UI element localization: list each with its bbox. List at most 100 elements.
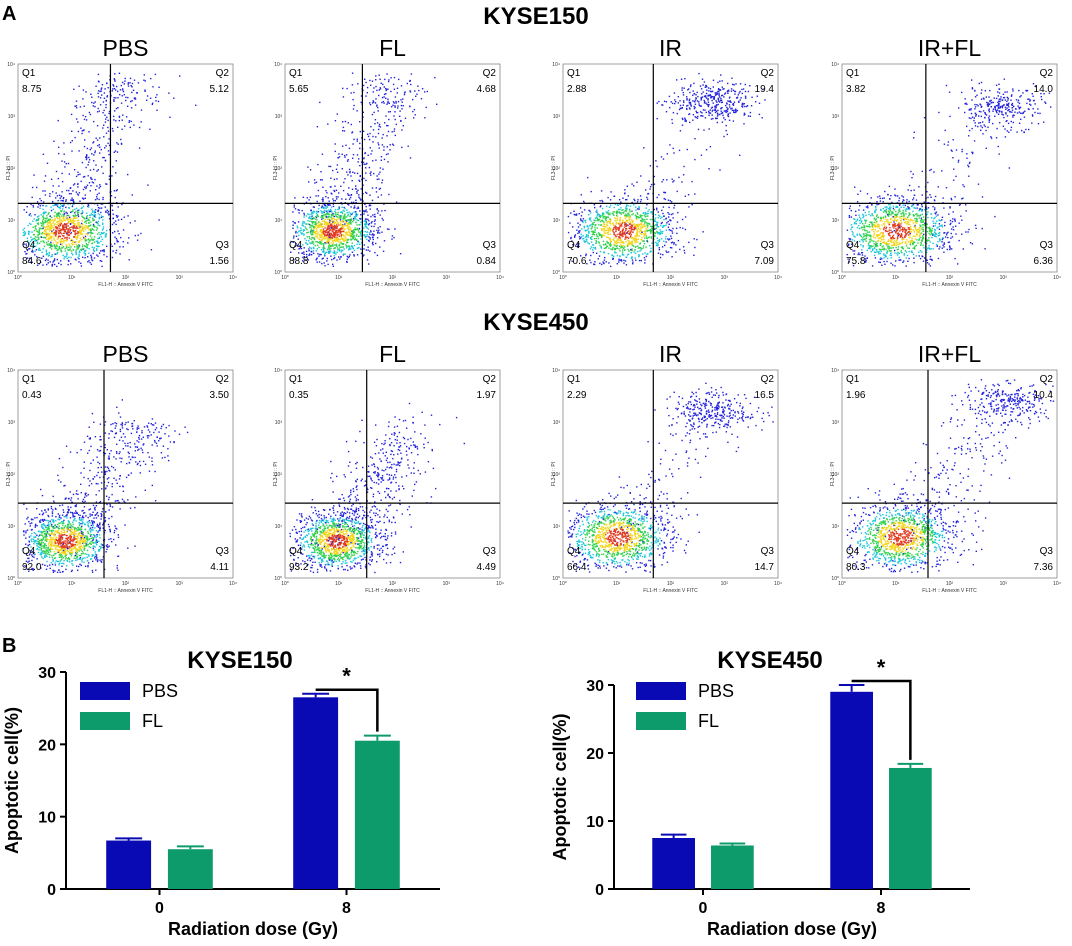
cell-dot [627, 236, 629, 238]
cell-dot [345, 216, 348, 218]
cell-dot [865, 240, 867, 242]
cell-dot [672, 227, 674, 230]
cell-dot [338, 208, 340, 210]
cell-dot [36, 264, 39, 266]
cell-dot [640, 227, 642, 229]
cell-dot [317, 215, 319, 218]
cell-dot [636, 208, 639, 210]
cell-dot [647, 215, 649, 217]
cell-dot [654, 232, 657, 234]
cell-dot [336, 233, 338, 235]
cell-dot [637, 224, 639, 226]
cell-dot [711, 96, 713, 98]
cell-dot [325, 229, 327, 232]
cell-dot [334, 143, 336, 145]
cell-dot [52, 219, 54, 221]
cell-dot [338, 192, 340, 194]
cell-dot [105, 183, 107, 185]
cell-dot [29, 261, 32, 263]
cell-dot [338, 235, 340, 237]
cell-dot [606, 216, 608, 218]
cell-dot [53, 237, 55, 239]
cell-dot [26, 206, 28, 208]
cell-dot [606, 221, 609, 224]
cell-dot [329, 204, 331, 206]
cell-dot [624, 217, 627, 220]
cell-dot [63, 226, 66, 229]
cell-dot [89, 148, 91, 151]
y-tick-label: 10⁰ [552, 270, 560, 276]
cell-dot [102, 232, 104, 234]
cell-dot [1017, 105, 1019, 107]
cell-dot [337, 218, 340, 220]
cell-dot [374, 213, 376, 216]
cell-dot [623, 254, 625, 256]
cell-dot [327, 215, 330, 217]
cell-dot [330, 236, 332, 239]
cell-dot [68, 220, 71, 222]
cell-dot [66, 236, 68, 239]
cell-dot [627, 237, 630, 239]
cell-dot [334, 240, 336, 242]
cell-dot [672, 112, 675, 114]
cell-dot [708, 104, 710, 106]
cell-dot [352, 235, 354, 237]
cell-dot [321, 238, 323, 240]
cell-dot [633, 226, 635, 229]
cell-dot [118, 72, 121, 74]
cell-dot [708, 94, 710, 97]
cell-dot [355, 215, 358, 217]
cell-dot [606, 224, 608, 226]
cell-dot [597, 213, 600, 215]
cell-dot [312, 229, 315, 231]
cell-dot [370, 153, 372, 155]
cell-dot [120, 102, 123, 104]
cell-dot [376, 105, 378, 107]
cell-dot [347, 224, 349, 227]
cell-dot [370, 126, 372, 128]
cell-dot [624, 231, 626, 233]
cell-dot [733, 84, 735, 86]
cell-dot [85, 233, 87, 235]
cell-dot [50, 209, 53, 212]
cell-dot [56, 223, 58, 226]
cell-dot [330, 242, 332, 244]
cell-dot [685, 120, 687, 123]
cell-dot [638, 208, 640, 210]
cell-dot [338, 256, 340, 258]
cell-dot [138, 126, 141, 129]
cell-dot [42, 190, 44, 192]
cell-dot [381, 231, 383, 233]
cell-dot [341, 228, 343, 230]
cell-dot [705, 111, 707, 114]
cell-dot [346, 260, 348, 263]
cell-dot [402, 105, 404, 107]
cell-dot [60, 233, 63, 235]
cell-dot [594, 217, 597, 219]
cell-dot [710, 96, 713, 99]
cell-dot [43, 223, 45, 225]
cell-dot [607, 221, 609, 223]
cell-dot [701, 78, 704, 80]
q4-value: 84.6 [22, 256, 42, 267]
cell-dot [888, 223, 890, 226]
cell-dot [665, 217, 668, 219]
cell-dot [717, 103, 719, 106]
cell-dot [363, 163, 365, 165]
cell-dot [377, 196, 379, 198]
cell-dot [720, 110, 722, 112]
cell-dot [113, 99, 115, 101]
cell-dot [310, 242, 312, 245]
cell-dot [716, 117, 718, 120]
cell-dot [56, 213, 58, 215]
cell-dot [38, 236, 40, 239]
cell-dot [370, 225, 373, 228]
cell-dot [342, 243, 345, 245]
cell-dot [347, 122, 349, 124]
cell-dot [392, 104, 394, 106]
cell-dot [755, 101, 757, 103]
cell-dot [590, 228, 592, 230]
cell-dot [77, 256, 79, 259]
cell-dot [326, 234, 328, 236]
cell-dot [385, 115, 387, 117]
